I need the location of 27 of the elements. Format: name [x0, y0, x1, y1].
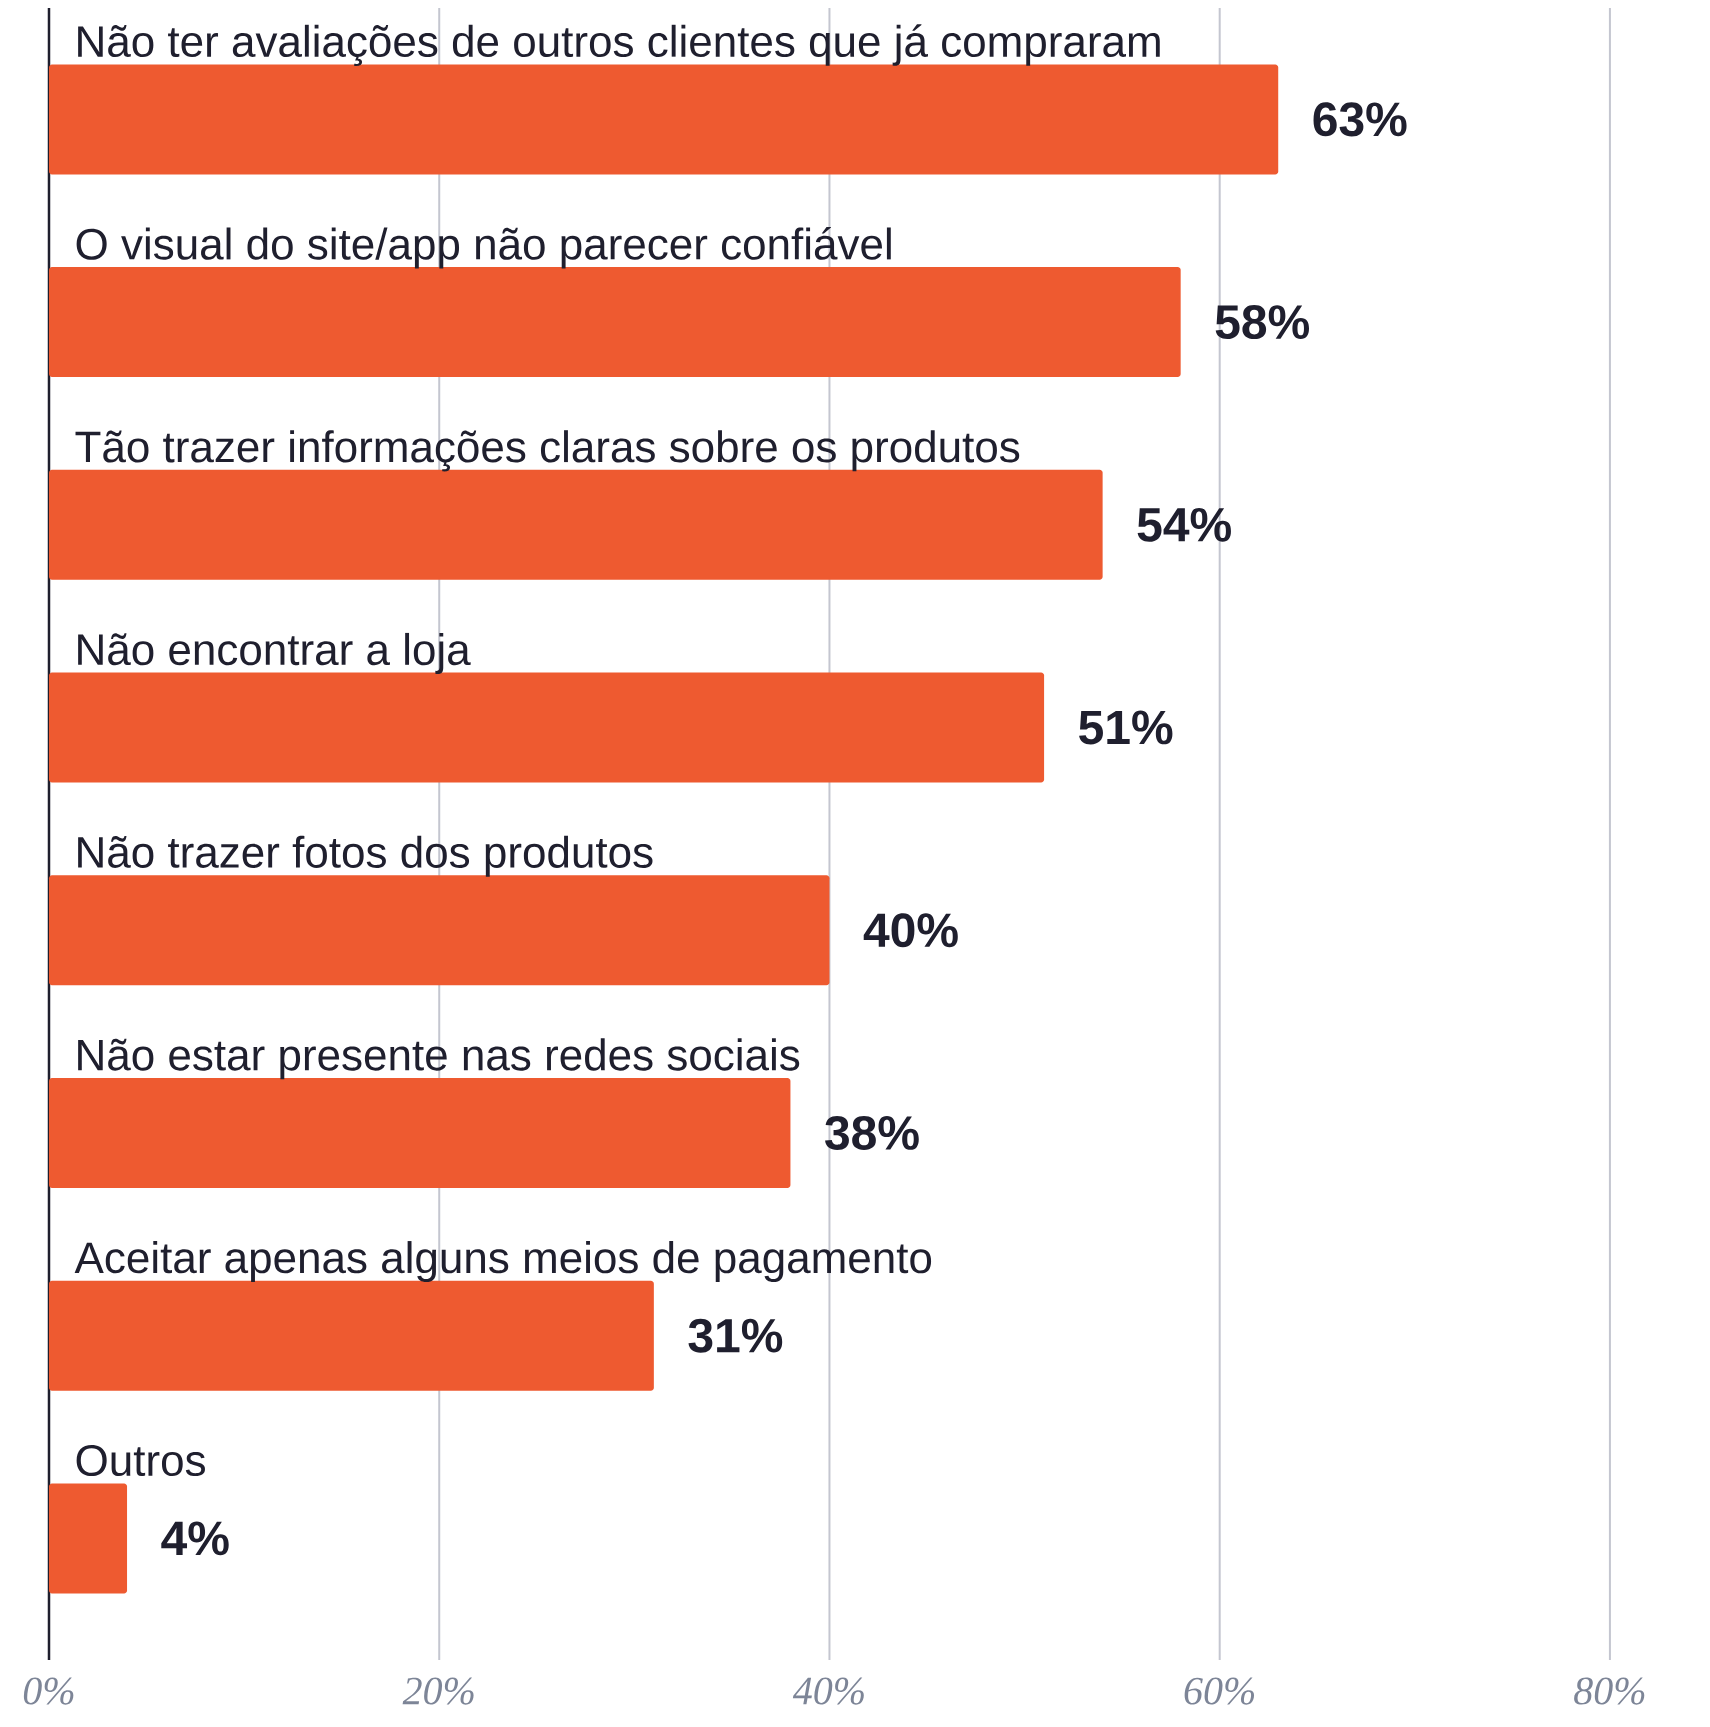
y-tick-label: Não trazer fotos dos produtos — [78, 835, 653, 877]
y-tick-label: Não ter avaliações de outros clientes que já compraram — [78, 24, 1160, 66]
y-tick-label: Tão trazer informações claras sobre os produtos — [75, 430, 1020, 472]
bar — [49, 1483, 128, 1594]
bar — [49, 1280, 654, 1391]
x-tick-label: 60% — [1184, 1677, 1255, 1705]
y-tick-label: Não estar presente nas redes sociais — [78, 1038, 800, 1080]
y-tick-label: Outros — [76, 1444, 205, 1477]
data-label: 51% — [1079, 710, 1173, 745]
bar — [49, 672, 1045, 783]
x-tick-label: 80% — [1574, 1677, 1645, 1705]
bar — [49, 875, 830, 986]
bar — [49, 64, 1279, 175]
y-tick-label: O visual do site/app não parecer confiável — [76, 226, 891, 269]
data-label: 38% — [825, 1115, 919, 1150]
data-label: 58% — [1215, 305, 1309, 340]
x-tick-label: 40% — [792, 1677, 864, 1705]
bar — [49, 267, 1181, 378]
data-label: 40% — [863, 913, 958, 948]
x-tick-label: 0% — [23, 1677, 74, 1705]
x-tick-label: 20% — [402, 1677, 474, 1705]
data-label: 31% — [688, 1318, 783, 1353]
data-label: 54% — [1137, 507, 1231, 542]
y-tick-label: Não encontrar a loja — [78, 632, 471, 674]
data-label: 4% — [161, 1521, 229, 1556]
y-tick-label: Aceitar apenas alguns meios de pagamento — [74, 1241, 932, 1283]
data-label: 63% — [1313, 102, 1407, 137]
